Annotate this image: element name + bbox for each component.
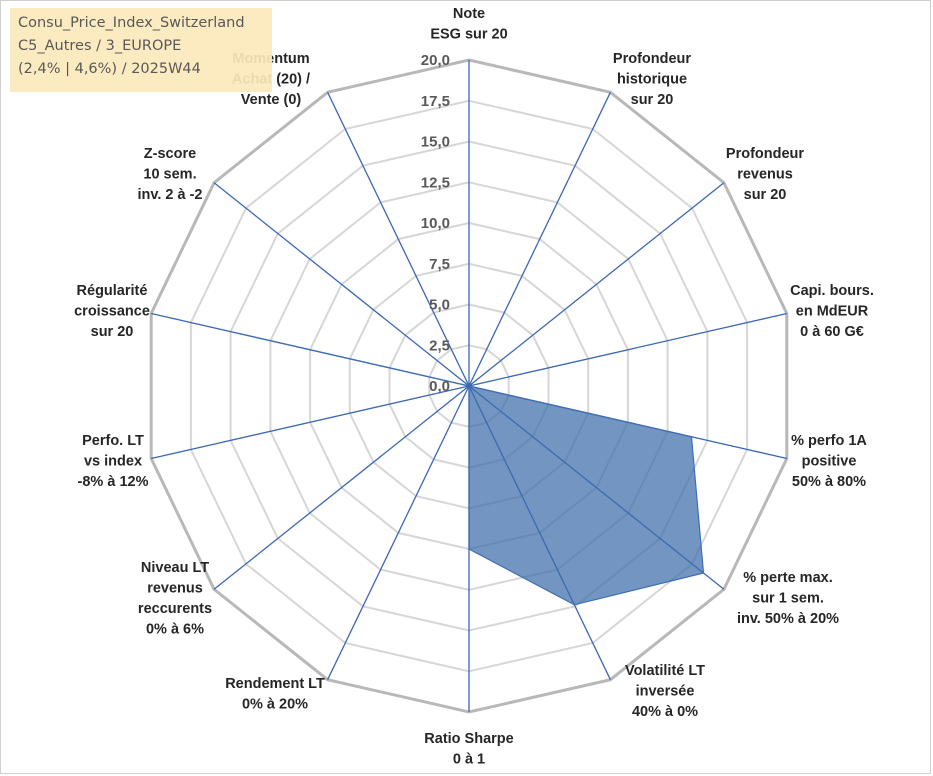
data-point-8 (468, 548, 470, 550)
data-point-5 (690, 436, 693, 438)
axis-spoke-9 (327, 385, 470, 680)
r-tick-label: 17,5 (421, 93, 450, 110)
axis-label-9: Rendement LT 0% à 20% (225, 676, 325, 713)
axis-label-10: Niveau LT revenus reccurents 0% à 6% (138, 560, 212, 638)
axis-spoke-3 (468, 182, 725, 387)
axis-spoke-4 (468, 312, 787, 387)
info-title: Consu_Price_Index_Switzerland (18, 15, 245, 31)
r-tick-label: 20,0 (421, 52, 450, 69)
axis-label-8: Ratio Sharpe 0 à 1 (424, 731, 513, 768)
axis-label-4: Capi. bours. en MdEUR 0 à 60 G€ (790, 283, 874, 340)
axis-label-3: Profondeur revenus sur 20 (726, 146, 804, 203)
series-area-1 (240, 333, 705, 606)
r-tick-label: 0,0 (429, 378, 450, 395)
axis-label-7: Volatilité LT inversée 40% à 0% (625, 663, 705, 720)
axis-spoke-13 (213, 182, 470, 387)
axis-spoke-10 (213, 385, 470, 590)
data-point-6 (702, 572, 705, 574)
data-point-14 (468, 385, 470, 387)
axis-label-11: Perfo. LT vs index -8% à 12% (78, 433, 149, 490)
axis-spoke-11 (151, 385, 470, 460)
axis-label-13: Z-score 10 sem. inv. 2 à -2 (137, 146, 202, 203)
info-range-week: (2,4% | 4,6%) / 2025W44 (18, 61, 201, 77)
axis-label-6: % perte max. sur 1 sem. inv. 50% à 20% (737, 570, 839, 627)
info-category: C5_Autres / 3_EUROPE (18, 38, 182, 54)
axis-spoke-2 (468, 92, 611, 387)
r-tick-label: 2,5 (429, 337, 450, 354)
data-point-12 (239, 333, 241, 335)
axis-label-2: Profondeur historique sur 20 (613, 51, 691, 108)
r-tick-label: 12,5 (421, 174, 450, 191)
r-tick-label: 10,0 (421, 215, 450, 232)
axis-spoke-14 (327, 92, 470, 387)
axis-label-5: % perfo 1A positive 50% à 80% (791, 433, 867, 490)
data-point-7 (573, 604, 576, 606)
r-tick-label: 15,0 (421, 134, 450, 151)
r-tick-label: 7,5 (429, 256, 450, 273)
r-tick-label: 5,0 (429, 297, 450, 314)
info-box: Consu_Price_Index_Switzerland C5_Autres … (10, 8, 272, 92)
axis-label-1: Note ESG sur 20 (430, 6, 507, 43)
axis-label-12: Régularité croissance sur 20 (74, 283, 150, 340)
